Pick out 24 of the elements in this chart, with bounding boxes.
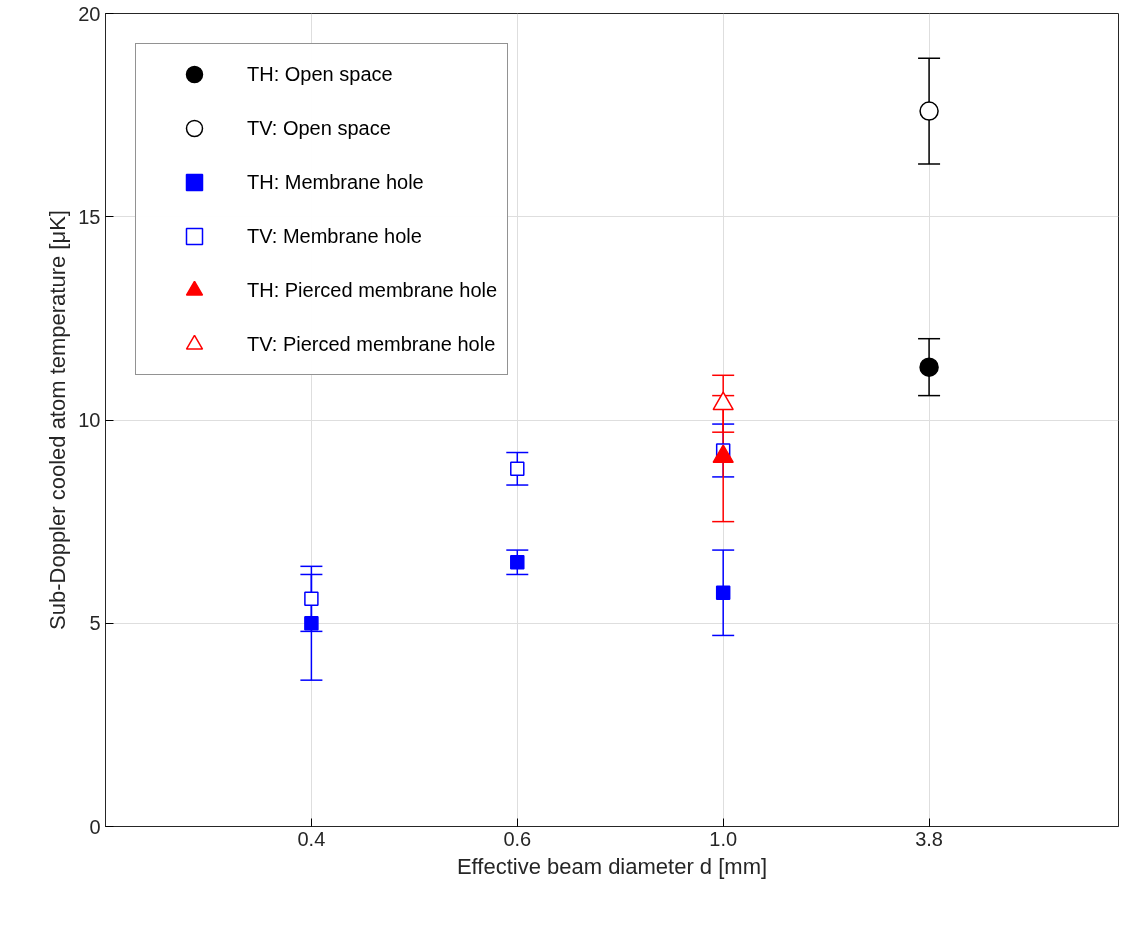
legend-label: TH: Membrane hole [247,170,424,194]
legend-label: TV: Pierced membrane hole [247,332,496,356]
x-tick-label: 1.0 [709,827,738,850]
point [919,101,939,121]
point [510,461,525,477]
y-tick-label: 0 [89,815,101,838]
y-tick-label: 5 [89,612,101,635]
x-tick-label: 0.4 [297,827,326,850]
x-tick-label: 3.8 [915,827,943,850]
y-tick-label: 10 [78,409,101,431]
legend-label: TH: Open space [247,62,393,86]
y-tick-label: 15 [78,205,101,228]
x-axis-title: Effective beam diameter d [mm] [456,853,768,879]
point [715,585,731,601]
y-axis-title: Sub-Doppler cooled atom temperature [μK] [45,210,71,630]
point [919,357,939,377]
point [304,616,319,631]
legend-label: TH: Pierced membrane hole [247,278,498,302]
legend-label: TV: Open space [247,116,391,140]
point [510,555,525,570]
x-tick-label: 0.6 [503,827,532,850]
point [304,591,319,607]
legend-label: TV: Membrane hole [247,224,422,248]
y-tick-label: 20 [78,2,101,25]
